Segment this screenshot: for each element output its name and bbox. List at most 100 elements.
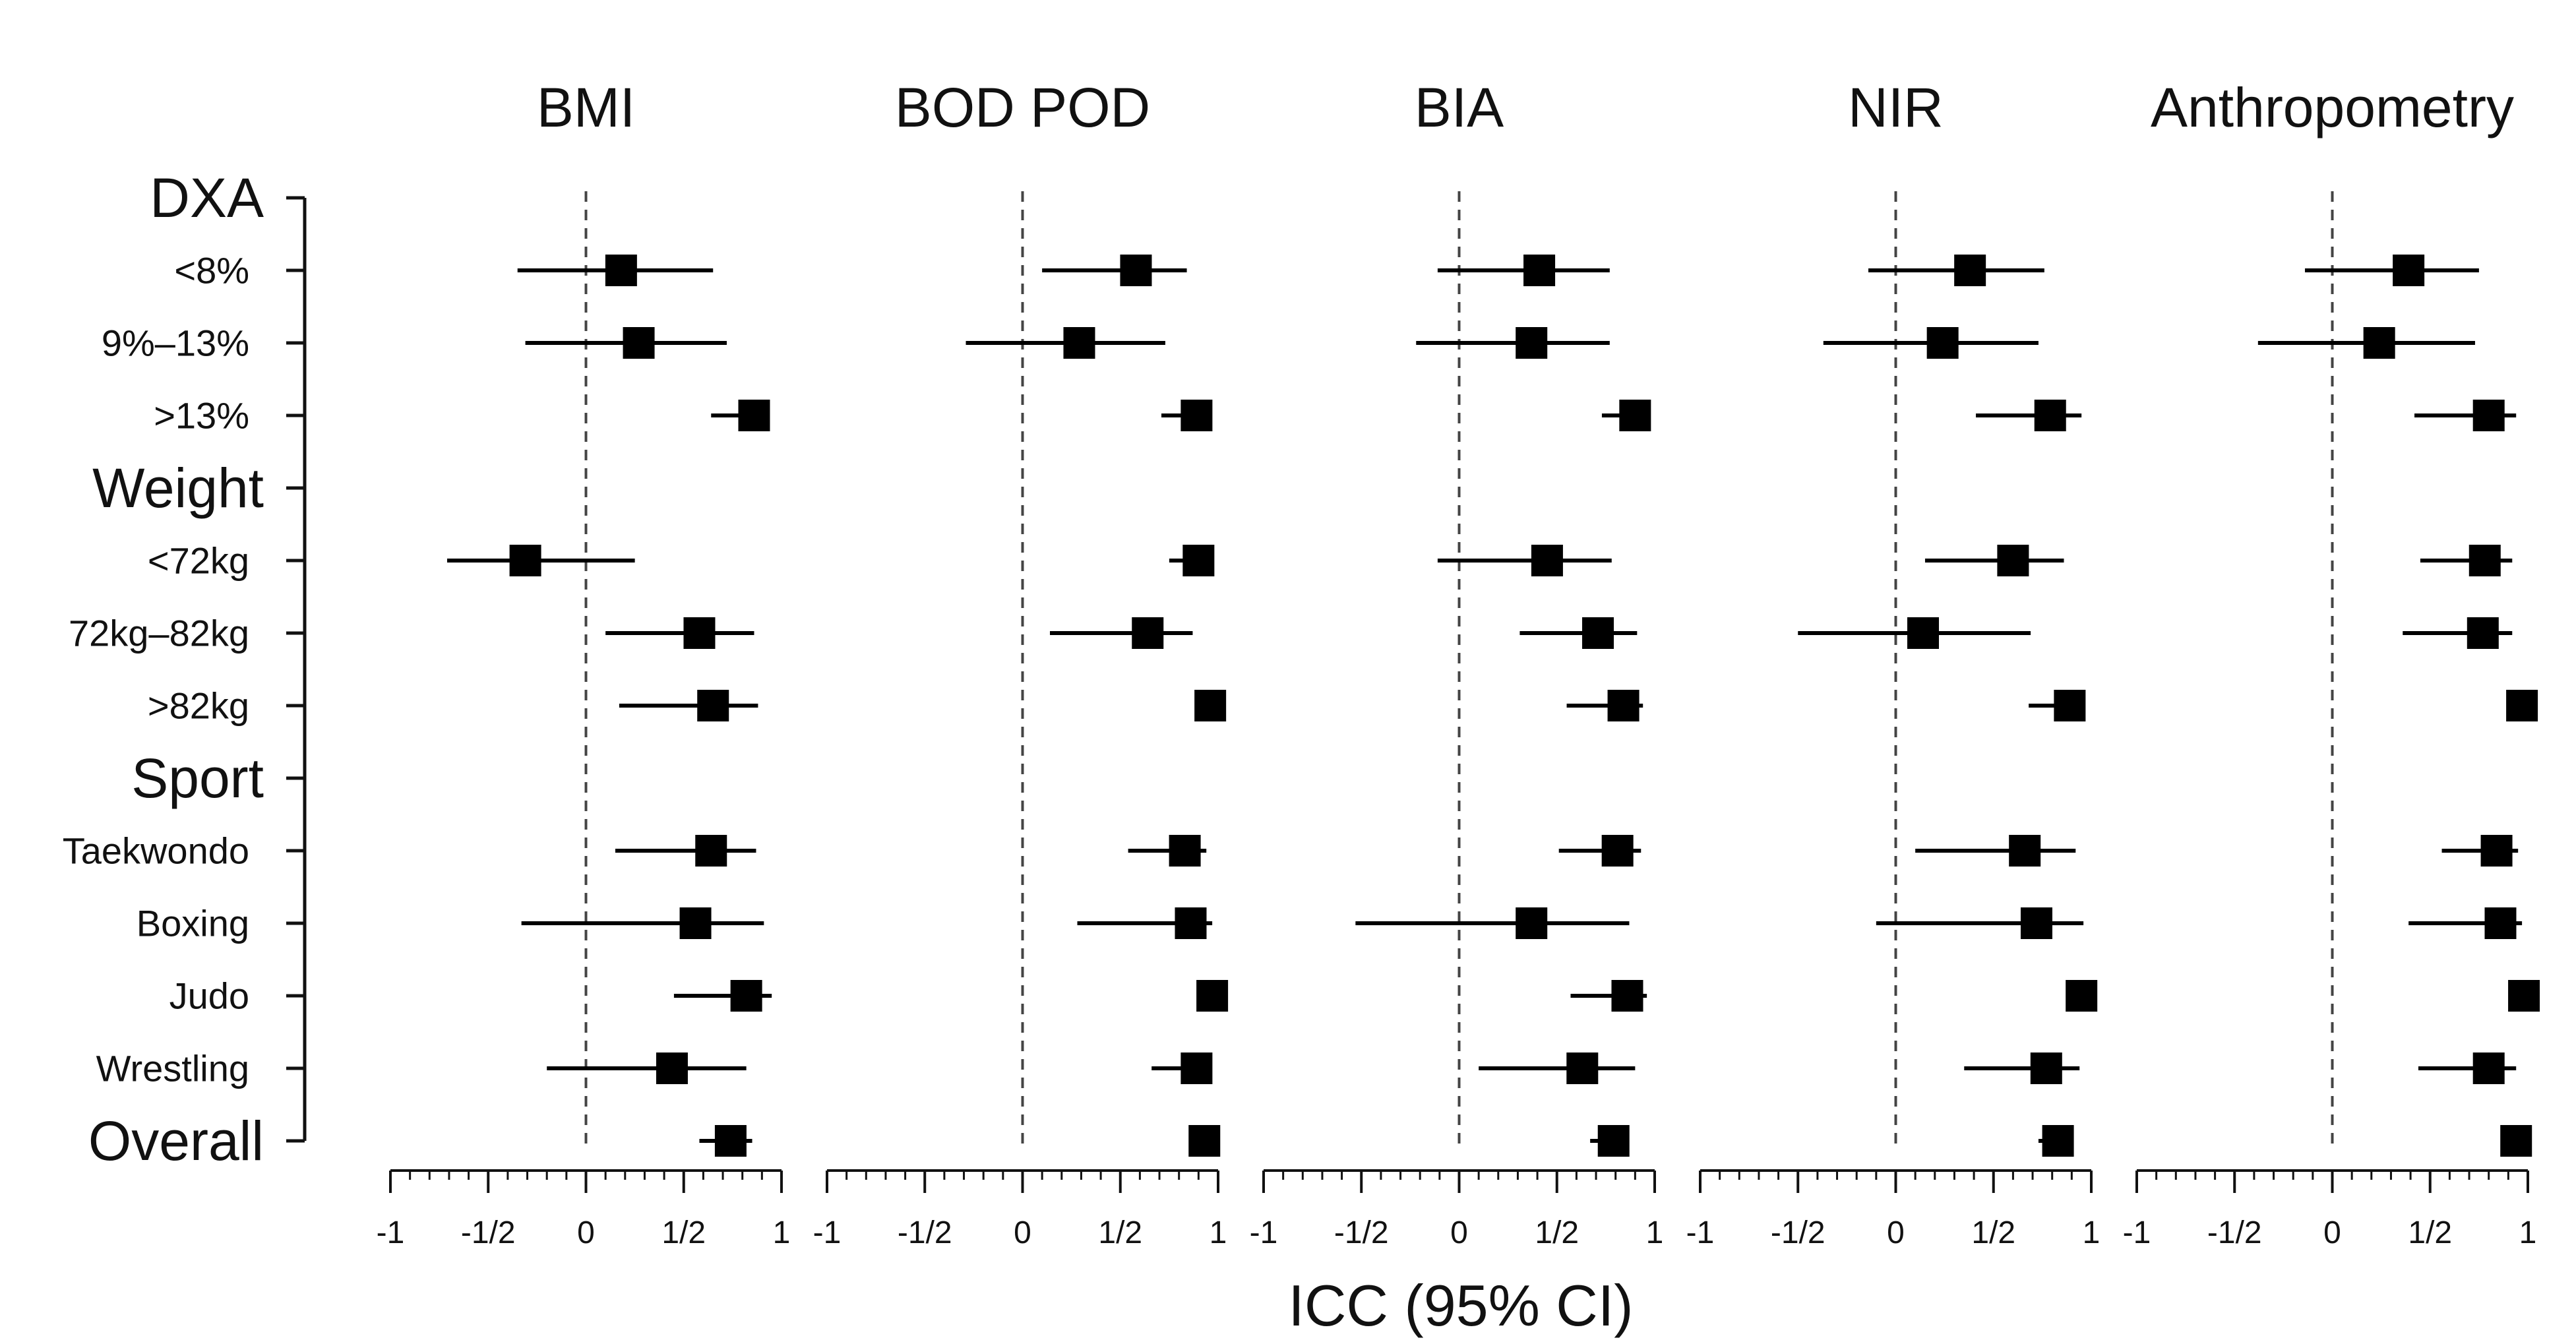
point-estimate-marker: [697, 690, 729, 721]
point-estimate-marker: [1582, 617, 1614, 649]
point-estimate-marker: [2066, 980, 2098, 1012]
point-estimate-marker: [2480, 835, 2513, 867]
row-label: Boxing: [137, 903, 249, 944]
point-estimate-marker: [1566, 1052, 1599, 1084]
x-tick-label: 1: [1210, 1215, 1227, 1250]
point-estimate-marker: [1619, 400, 1651, 431]
x-tick-label: 1/2: [2408, 1215, 2452, 1250]
point-estimate-marker: [2484, 907, 2517, 939]
point-estimate-marker: [2508, 980, 2540, 1012]
row-label: 72kg–82kg: [69, 613, 249, 654]
point-estimate-marker: [2030, 1052, 2062, 1084]
panel-title: BMI: [537, 76, 635, 138]
x-tick-label: -1: [1250, 1215, 1278, 1250]
x-tick-label: 1: [773, 1215, 791, 1250]
x-tick-label: -1/2: [1334, 1215, 1389, 1250]
point-estimate-marker: [2020, 907, 2052, 939]
x-tick-label: 1: [2083, 1215, 2101, 1250]
point-estimate-marker: [1531, 545, 1563, 576]
row-label: Wrestling: [96, 1048, 249, 1089]
x-tick-label: -1/2: [898, 1215, 952, 1250]
point-estimate-marker: [695, 835, 727, 867]
point-estimate-marker: [623, 327, 655, 359]
panel-title: Anthropometry: [2151, 76, 2514, 138]
point-estimate-marker: [2042, 1125, 2074, 1157]
point-estimate-marker: [2034, 400, 2066, 431]
row-label: <72kg: [148, 540, 249, 582]
point-estimate-marker: [730, 980, 762, 1012]
point-estimate-marker: [1175, 907, 1207, 939]
point-estimate-marker: [1523, 255, 1556, 286]
row-label: >82kg: [148, 685, 249, 727]
row-label: Judo: [169, 975, 249, 1017]
x-tick-label: 1: [1646, 1215, 1664, 1250]
point-estimate-marker: [1063, 327, 1095, 359]
x-tick-label: -1: [377, 1215, 405, 1250]
panel-title: BIA: [1415, 76, 1504, 138]
x-tick-label: -1/2: [1771, 1215, 1825, 1250]
panel-title: BOD POD: [895, 76, 1150, 138]
point-estimate-marker: [1182, 545, 1215, 576]
x-tick-label: 1: [2519, 1215, 2537, 1250]
x-tick-label: -1: [813, 1215, 842, 1250]
row-header-label: DXA: [150, 167, 264, 229]
point-estimate-marker: [2009, 835, 2041, 867]
point-estimate-marker: [1188, 1125, 1221, 1157]
point-estimate-marker: [2054, 690, 2086, 721]
x-tick-label: 0: [1014, 1215, 1031, 1250]
point-estimate-marker: [656, 1052, 688, 1084]
row-header-label: Sport: [131, 747, 264, 809]
row-label: 9%–13%: [102, 322, 249, 364]
x-tick-label: -1: [1686, 1215, 1715, 1250]
point-estimate-marker: [1601, 835, 1634, 867]
point-estimate-marker: [2469, 545, 2501, 576]
point-estimate-marker: [1169, 835, 1201, 867]
row-label: <8%: [174, 250, 249, 291]
x-tick-label: -1: [2123, 1215, 2151, 1250]
point-estimate-marker: [2506, 690, 2538, 721]
x-tick-label: 0: [1887, 1215, 1905, 1250]
point-estimate-marker: [1516, 327, 1548, 359]
point-estimate-marker: [714, 1125, 747, 1157]
x-tick-label: 1/2: [1098, 1215, 1142, 1250]
point-estimate-marker: [509, 545, 541, 576]
x-tick-label: -1/2: [2207, 1215, 2262, 1250]
point-estimate-marker: [1907, 617, 1940, 649]
point-estimate-marker: [738, 400, 770, 431]
point-estimate-marker: [1181, 400, 1213, 431]
point-estimate-marker: [1196, 980, 1229, 1012]
row-label: Taekwondo: [63, 830, 249, 872]
point-estimate-marker: [1954, 255, 1986, 286]
point-estimate-marker: [1926, 327, 1959, 359]
point-estimate-marker: [1597, 1125, 1630, 1157]
x-tick-label: 1/2: [661, 1215, 706, 1250]
point-estimate-marker: [679, 907, 712, 939]
x-axis-label: ICC (95% CI): [1288, 1273, 1633, 1338]
panel-title: NIR: [1848, 76, 1944, 138]
x-tick-label: 0: [2323, 1215, 2341, 1250]
x-tick-label: 0: [1450, 1215, 1468, 1250]
point-estimate-marker: [1997, 545, 2029, 576]
point-estimate-marker: [1181, 1052, 1213, 1084]
row-header-label: Weight: [92, 457, 264, 519]
point-estimate-marker: [2467, 617, 2499, 649]
point-estimate-marker: [605, 255, 637, 286]
point-estimate-marker: [2393, 255, 2425, 286]
x-tick-label: 1/2: [1535, 1215, 1579, 1250]
point-estimate-marker: [2472, 400, 2505, 431]
point-estimate-marker: [1611, 980, 1643, 1012]
x-tick-label: 0: [577, 1215, 595, 1250]
point-estimate-marker: [1194, 690, 1227, 721]
point-estimate-marker: [1132, 617, 1164, 649]
point-estimate-marker: [2500, 1125, 2532, 1157]
point-estimate-marker: [683, 617, 716, 649]
point-estimate-marker: [2363, 327, 2395, 359]
x-tick-label: -1/2: [461, 1215, 516, 1250]
row-label: >13%: [154, 395, 249, 437]
row-header-label: Overall: [88, 1110, 264, 1172]
point-estimate-marker: [1607, 690, 1640, 721]
x-tick-label: 1/2: [1971, 1215, 2015, 1250]
point-estimate-marker: [1120, 255, 1152, 286]
